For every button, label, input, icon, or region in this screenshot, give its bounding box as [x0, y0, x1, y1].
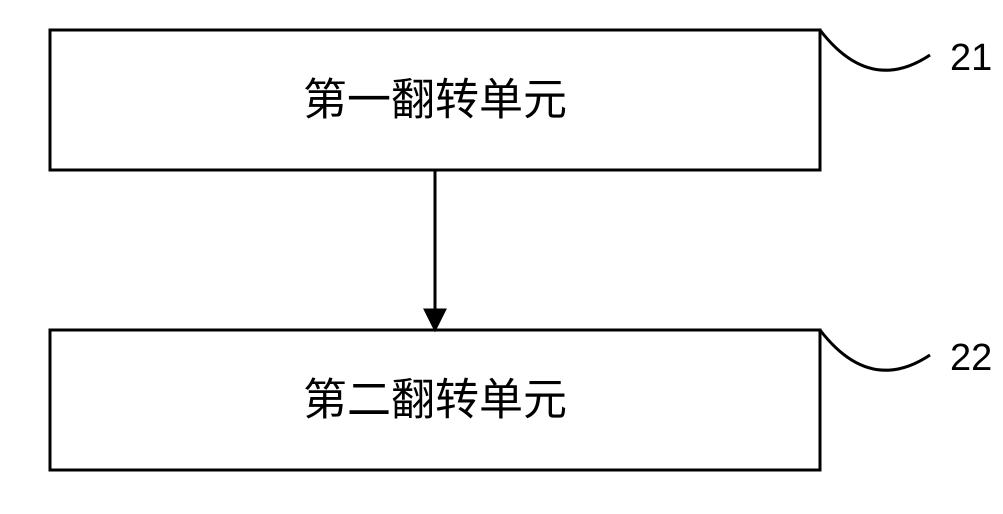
leader-line	[820, 330, 930, 370]
flow-node-n1: 第一翻转单元 21	[50, 30, 992, 170]
flow-node-n2: 第二翻转单元 22	[50, 330, 992, 470]
leader-line	[820, 30, 930, 70]
node-label: 第二翻转单元	[303, 376, 567, 425]
node-label: 第一翻转单元	[303, 76, 567, 125]
reference-number: 22	[950, 337, 992, 379]
reference-number: 21	[950, 37, 992, 79]
